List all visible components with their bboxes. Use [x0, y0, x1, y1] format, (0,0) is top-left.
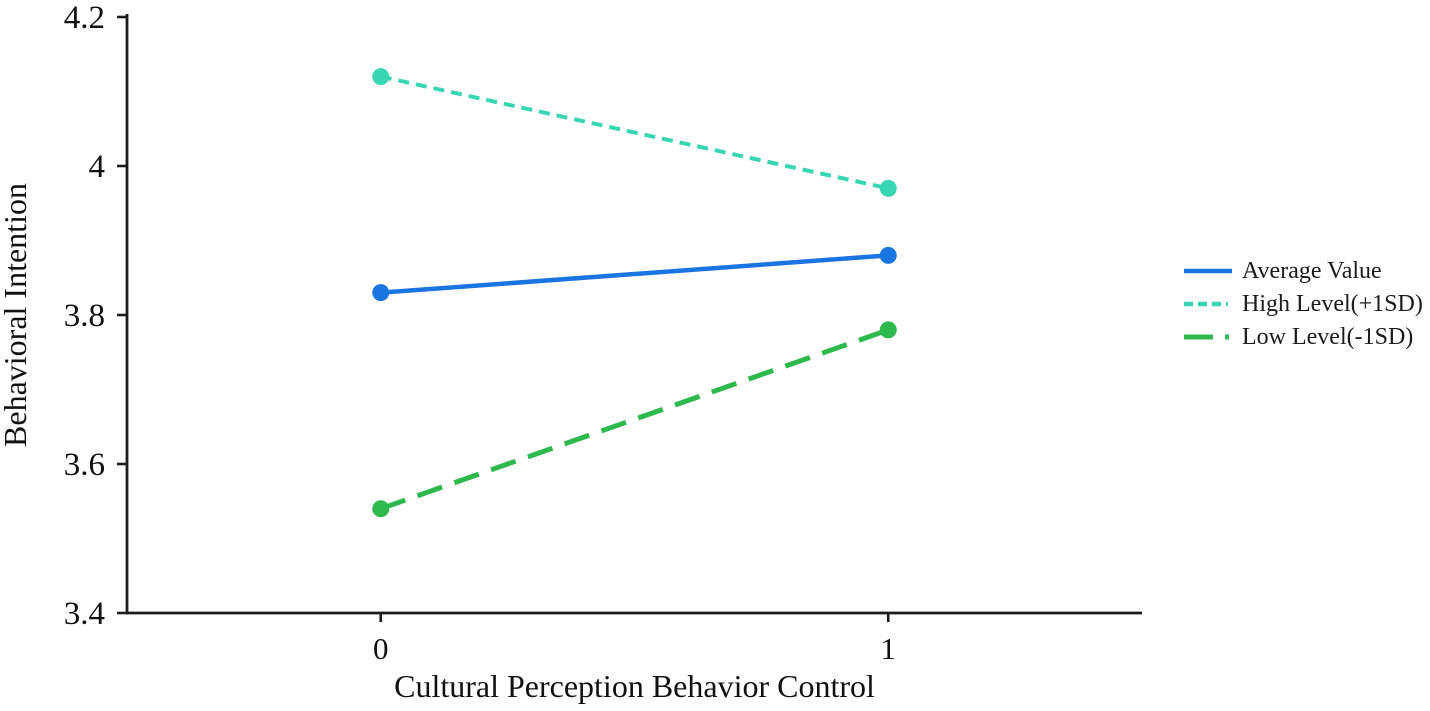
- legend-item-high-level: High Level(+1SD): [1183, 289, 1423, 319]
- legend-item-low-level: Low Level(-1SD): [1183, 322, 1423, 352]
- svg-text:4.2: 4.2: [64, 0, 105, 36]
- svg-text:1: 1: [881, 631, 897, 666]
- svg-text:Cultural Perception Behavior C: Cultural Perception Behavior Control: [394, 668, 875, 704]
- svg-text:3.8: 3.8: [64, 298, 105, 334]
- legend-label: Low Level(-1SD): [1242, 323, 1414, 350]
- svg-text:Behavioral Intention: Behavioral Intention: [0, 183, 33, 447]
- legend-label: High Level(+1SD): [1242, 290, 1423, 317]
- svg-text:3.6: 3.6: [64, 447, 105, 483]
- legend-line-sample: [1184, 334, 1232, 340]
- svg-text:0: 0: [373, 631, 389, 666]
- svg-text:3.4: 3.4: [64, 596, 105, 632]
- legend-line-sample: [1184, 301, 1232, 307]
- legend-item-average-value: Average Value: [1183, 256, 1423, 286]
- svg-text:4: 4: [89, 149, 106, 185]
- legend-label: Average Value: [1242, 257, 1382, 284]
- legend: Average Value High Level(+1SD) Low Level…: [1183, 256, 1423, 352]
- legend-line-sample: [1184, 268, 1232, 274]
